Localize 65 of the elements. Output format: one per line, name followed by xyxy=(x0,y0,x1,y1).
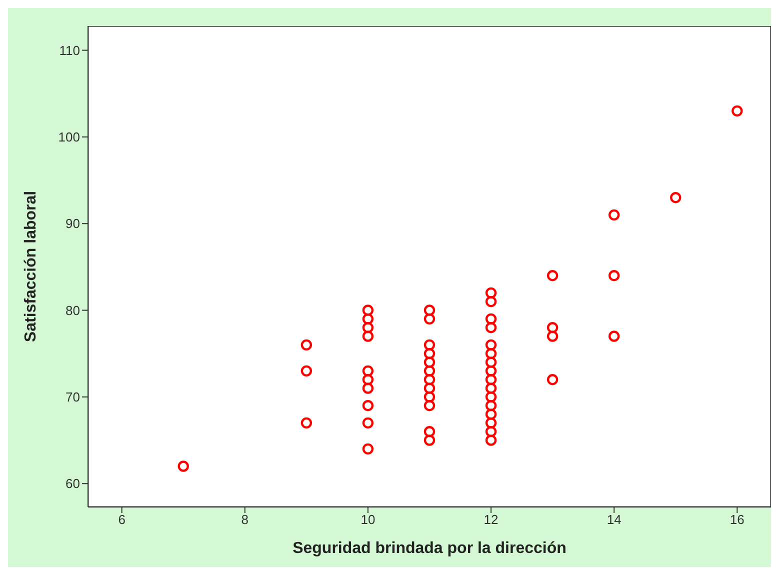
x-tick-label: 16 xyxy=(730,512,744,528)
y-tick-label: 110 xyxy=(59,42,80,58)
point xyxy=(424,434,436,446)
point xyxy=(485,417,497,429)
point xyxy=(362,330,374,342)
point xyxy=(670,192,682,204)
y-tick-label: 80 xyxy=(66,302,80,318)
x-axis-title: Seguridad brindada por la dirección xyxy=(292,540,566,557)
point xyxy=(485,408,497,420)
point xyxy=(300,339,312,351)
point xyxy=(362,322,374,334)
point xyxy=(485,374,497,386)
point xyxy=(424,348,436,360)
point xyxy=(485,356,497,368)
point xyxy=(485,382,497,394)
y-tick-label: 60 xyxy=(66,476,80,492)
point xyxy=(362,443,374,455)
x-tick-label: 12 xyxy=(484,512,498,528)
point xyxy=(485,313,497,325)
point xyxy=(608,330,620,342)
point xyxy=(362,365,374,377)
point xyxy=(362,304,374,316)
point xyxy=(362,400,374,412)
point xyxy=(485,348,497,360)
point xyxy=(485,434,497,446)
point xyxy=(424,313,436,325)
point xyxy=(424,374,436,386)
point xyxy=(546,330,558,342)
point xyxy=(424,339,436,351)
x-tick-label: 10 xyxy=(360,512,376,528)
point xyxy=(485,287,497,299)
point xyxy=(362,313,374,325)
x-tick-label: 14 xyxy=(606,512,622,528)
point xyxy=(178,460,189,472)
point xyxy=(300,417,312,429)
point xyxy=(424,304,436,316)
point xyxy=(424,426,436,438)
point xyxy=(485,296,497,308)
point xyxy=(424,356,436,368)
point xyxy=(485,365,497,377)
point xyxy=(485,322,497,334)
point xyxy=(300,365,312,377)
point xyxy=(362,417,374,429)
point xyxy=(362,382,374,394)
point xyxy=(546,374,558,386)
point xyxy=(485,400,497,412)
point xyxy=(424,391,436,403)
point xyxy=(485,391,497,403)
point xyxy=(424,365,436,377)
point xyxy=(424,400,436,412)
point xyxy=(546,322,558,334)
y-axis-title: Satisfacción laboral xyxy=(22,190,40,342)
point xyxy=(424,382,436,394)
x-tick-label: 8 xyxy=(241,512,249,528)
point xyxy=(485,426,497,438)
y-tick-label: 70 xyxy=(66,390,80,405)
point xyxy=(546,270,558,282)
point xyxy=(608,270,620,282)
point xyxy=(485,339,497,351)
y-tick-label: 90 xyxy=(66,216,80,232)
point xyxy=(608,209,620,221)
point xyxy=(362,374,374,386)
point xyxy=(732,105,743,117)
x-tick-label: 6 xyxy=(118,512,126,528)
y-tick-label: 100 xyxy=(58,130,80,145)
